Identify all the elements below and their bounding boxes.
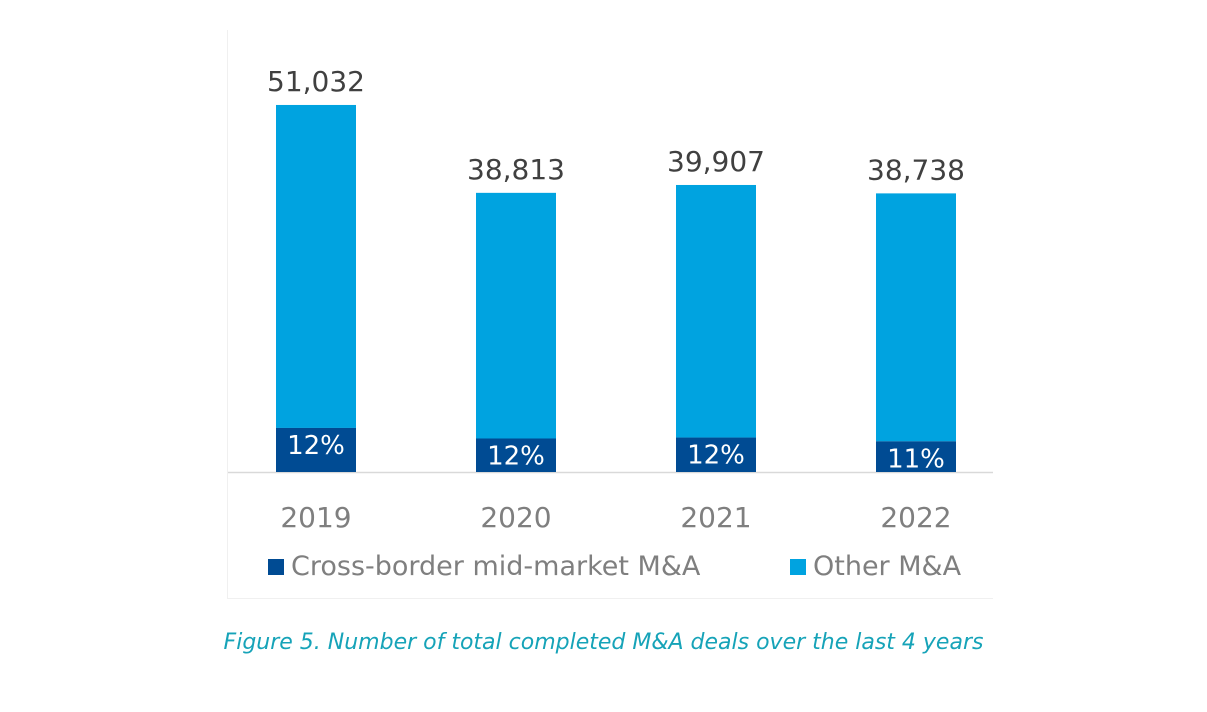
bar-other-2022 xyxy=(876,193,956,442)
data-label-total-2022: 38,738 xyxy=(867,153,965,186)
bar-cross-border-2021 xyxy=(676,437,756,472)
bar-other-2020 xyxy=(476,192,556,439)
legend-swatch-cross-border xyxy=(268,559,284,575)
data-label-share-2022: 11% xyxy=(887,444,945,474)
x-tick-label-2022: 2022 xyxy=(880,501,951,534)
data-label-share-2019: 12% xyxy=(287,431,345,461)
legend-label-cross-border: Cross-border mid-market M&A xyxy=(291,551,701,582)
bar-cross-border-2022 xyxy=(876,441,956,472)
bar-cross-border-2019 xyxy=(276,427,356,472)
bar-cross-border-2020 xyxy=(476,438,556,472)
figure-caption: Figure 5. Number of total completed M&A … xyxy=(223,630,984,655)
data-label-total-2021: 39,907 xyxy=(667,145,765,178)
x-tick-label-2019: 2019 xyxy=(280,501,351,534)
stacked-bar-chart: 12% 51,032 2019 12% 38,813 2020 12% 39,907 2021 1… xyxy=(228,65,993,582)
data-label-total-2020: 38,813 xyxy=(467,153,565,186)
legend-swatch-other xyxy=(790,559,806,575)
x-tick-label-2021: 2021 xyxy=(680,501,751,534)
bar-other-2021 xyxy=(676,184,756,438)
chart-area: 12% 51,032 2019 12% 38,813 2020 12% 39,907 2021 1… xyxy=(227,30,993,599)
x-tick-label-2020: 2020 xyxy=(480,501,551,534)
data-label-total-2019: 51,032 xyxy=(267,65,365,98)
data-label-share-2021: 12% xyxy=(687,441,745,471)
bar-other-2019 xyxy=(276,104,356,428)
data-label-share-2020: 12% xyxy=(487,441,545,471)
legend-label-other: Other M&A xyxy=(813,551,962,582)
